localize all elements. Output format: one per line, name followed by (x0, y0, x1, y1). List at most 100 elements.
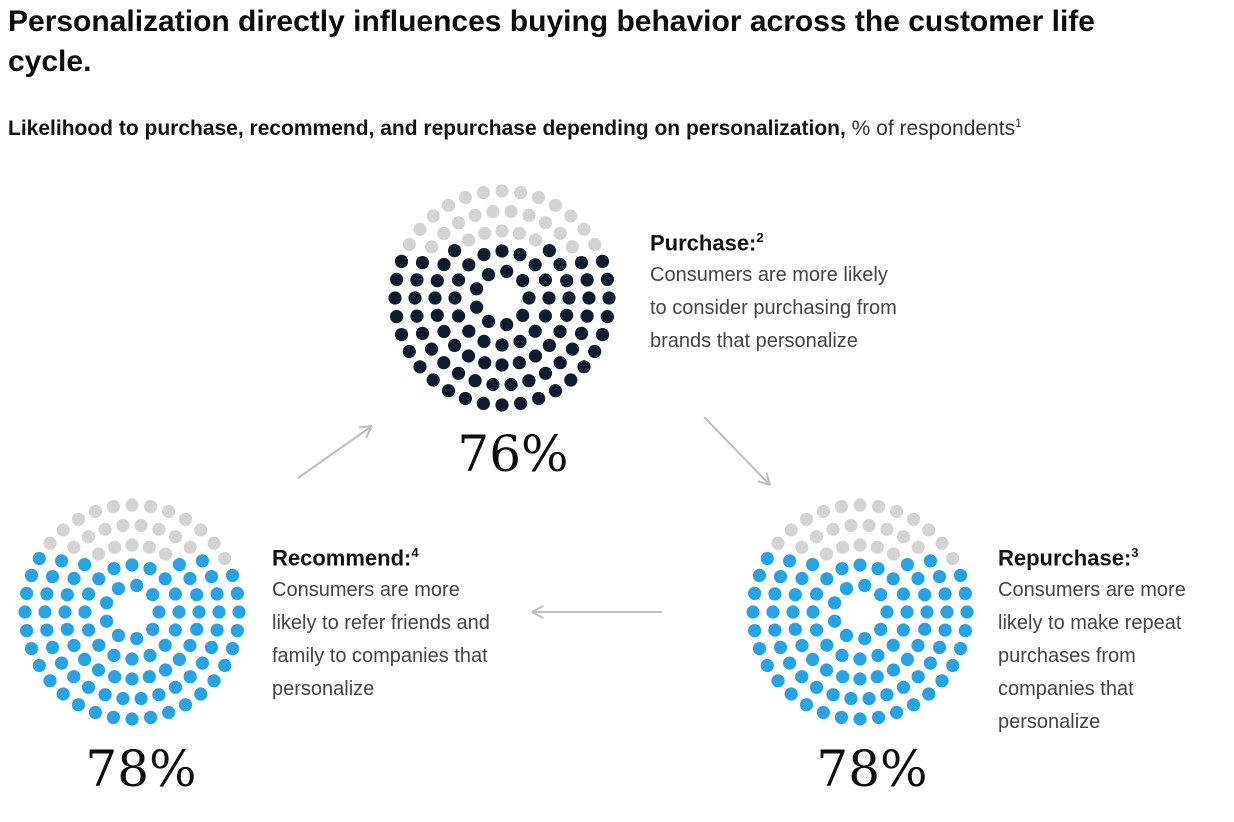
repurchase-filled-dot (872, 710, 886, 725)
repurchase-filled-dot (918, 622, 932, 636)
recommend-filled-dot (67, 638, 81, 653)
chart-subtitle: Likelihood to purchase, recommend, and r… (8, 108, 1218, 144)
recommend-filled-dot (106, 710, 120, 725)
purchase-filled-dot (410, 309, 424, 323)
repurchase-filled-dot (784, 687, 798, 701)
repurchase-filled-dot (871, 562, 885, 576)
recommend-filled-dot (32, 658, 46, 673)
purchase-filled-dot (522, 374, 536, 388)
repurchase-filled-dot (806, 652, 820, 667)
recommend-filled-dot (111, 582, 126, 596)
repurchase-filled-dot (819, 663, 834, 677)
arrow-purchase-to-repurchase-head-2 (765, 472, 771, 486)
recommend-filled-dot (225, 642, 240, 656)
recommend-empty-dot (178, 512, 193, 526)
repurchase-filled-dot (783, 554, 797, 568)
recommend-filled-dot (125, 712, 139, 726)
repurchase-empty-dot (816, 504, 831, 519)
repurchase-value-label: 78% (816, 740, 928, 798)
arrow-purchase-to-repurchase-head-1 (757, 480, 771, 486)
purchase-empty-dot (528, 233, 543, 247)
purchase-empty-dot (514, 186, 528, 200)
recommend-empty-dot (134, 518, 148, 533)
purchase-filled-dot (415, 326, 430, 340)
purchase-empty-dot (532, 190, 546, 205)
purchase-filled-dot (595, 328, 610, 342)
repurchase-filled-dot (820, 638, 834, 652)
recommend-filled-dot (158, 663, 173, 677)
recommend-empty-dot (142, 540, 156, 554)
purchase-filled-dot (522, 291, 536, 305)
arrow-repurchase-to-recommend-head-2 (531, 611, 544, 620)
recommend-filled-dot (107, 648, 121, 663)
purchase-filled-dot (426, 373, 440, 387)
repurchase-filled-dot (786, 605, 800, 619)
purchase-filled-dot (448, 291, 462, 305)
recommend-filled-dot (178, 698, 193, 712)
repurchase-filled-dot (932, 570, 947, 584)
purchase-empty-dot (495, 184, 509, 198)
repurchase-footnote: 3 (1131, 545, 1139, 560)
purchase-filled-dot (542, 338, 557, 352)
recommend-filled-dot (125, 672, 139, 686)
recommend-empty-dot (43, 536, 57, 550)
recommend-empty-dot (71, 512, 86, 526)
recommend-empty-dot (125, 498, 139, 512)
purchase-filled-dot (553, 324, 567, 339)
repurchase-empty-dot (886, 547, 901, 561)
recommend-filled-dot (204, 640, 219, 655)
repurchase-label: Repurchase: (998, 545, 1132, 571)
purchase-filled-dot (461, 349, 476, 363)
purchase-empty-dot (451, 216, 466, 230)
purchase-filled-dot (538, 309, 553, 323)
arrow-repurchase-to-recommend (531, 604, 662, 620)
purchase-filled-dot (542, 291, 556, 305)
recommend-filled-dot (162, 705, 176, 720)
recommend-filled-dot (190, 622, 204, 636)
purchase-filled-dot (588, 344, 602, 359)
purchase-empty-dot (588, 237, 602, 252)
repurchase-filled-dot (886, 638, 900, 652)
purchase-filled-dot (448, 244, 462, 258)
repurchase-filled-dot (886, 663, 901, 677)
recommend-filled-dot (43, 674, 57, 688)
purchase-filled-dot (428, 291, 442, 305)
purchase-filled-dot (413, 360, 427, 374)
repurchase-filled-dot (810, 623, 824, 637)
repurchase-empty-dot (771, 536, 785, 550)
subtitle-footnote: 1 (1015, 116, 1022, 130)
purchase-filled-dot (542, 244, 557, 258)
repurchase-empty-dot (946, 551, 960, 566)
repurchase-filled-dot (906, 698, 921, 712)
repurchase-filled-dot (795, 638, 809, 653)
arrow-recommend-to-purchase-head-2 (358, 425, 373, 429)
recommend-empty-dot (207, 536, 221, 550)
purchase-filled-dot (528, 324, 542, 338)
repurchase-filled-dot (918, 588, 932, 602)
purchase-empty-dot (548, 198, 563, 212)
purchase-filled-dot (532, 391, 546, 406)
repurchase-filled-dot (896, 680, 911, 694)
repurchase-filled-dot (768, 587, 782, 601)
purchase-filled-dot (548, 384, 563, 398)
repurchase-filled-dot (858, 578, 872, 593)
repurchase-filled-dot (932, 640, 947, 655)
purchase-filled-dot (538, 366, 553, 380)
purchase-filled-dot (513, 334, 527, 348)
repurchase-filled-dot (923, 554, 938, 568)
recommend-empty-dot (125, 538, 139, 552)
repurchase-filled-dot (938, 587, 952, 601)
recommend-filled-dot (18, 605, 32, 619)
purchase-filled-dot (600, 272, 615, 286)
recommend-filled-dot (192, 605, 206, 619)
recommend-empty-dot (168, 530, 183, 544)
repurchase-filled-dot (836, 670, 850, 684)
arrow-recommend-to-purchase-shaft (297, 425, 373, 479)
repurchase-filled-dot (911, 670, 925, 684)
purchase-filled-dot (425, 342, 439, 356)
purchase-filled-dot (580, 273, 594, 287)
recommend-filled-dot (152, 605, 166, 619)
arrow-purchase-to-repurchase-shaft (703, 416, 771, 486)
purchase-empty-dot (426, 209, 440, 223)
purchase-filled-dot (462, 324, 476, 338)
